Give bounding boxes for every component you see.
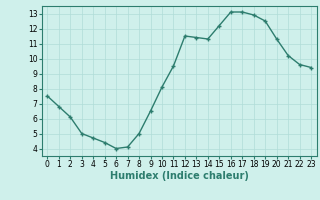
X-axis label: Humidex (Indice chaleur): Humidex (Indice chaleur) [110, 171, 249, 181]
